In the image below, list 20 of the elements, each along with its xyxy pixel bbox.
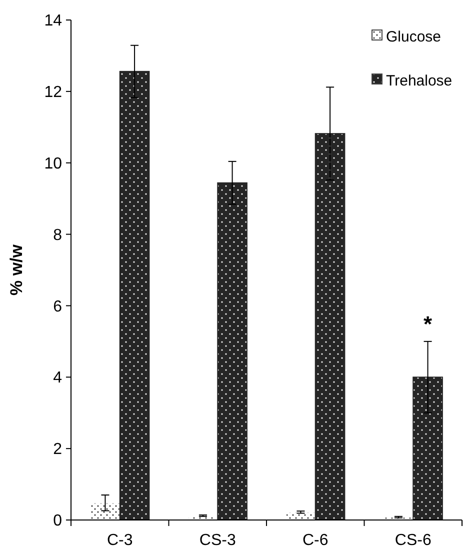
- y-tick-label: 2: [53, 441, 62, 458]
- bar: [119, 70, 150, 520]
- y-axis-title: % w/w: [7, 244, 26, 296]
- y-tick-label: 0: [53, 512, 62, 530]
- x-tick-label: C-6: [302, 532, 328, 549]
- bar: [314, 133, 346, 520]
- annotation: *: [424, 311, 433, 336]
- x-tick-label: C-3: [106, 532, 133, 549]
- x-tick-label: CS-6: [394, 532, 432, 549]
- legend-label: Glucose: [386, 28, 442, 46]
- bar: [412, 376, 443, 520]
- x-tick-label: CS-3: [199, 532, 236, 549]
- y-tick-label: 12: [44, 84, 62, 102]
- bar: [217, 182, 248, 520]
- y-tick-label: 10: [44, 155, 62, 172]
- y-tick-label: 14: [44, 12, 62, 30]
- y-tick-label: 8: [53, 226, 62, 244]
- y-tick-label: 6: [53, 298, 62, 316]
- legend-label: Trehalose: [386, 72, 452, 90]
- y-tick-label: 4: [53, 370, 62, 387]
